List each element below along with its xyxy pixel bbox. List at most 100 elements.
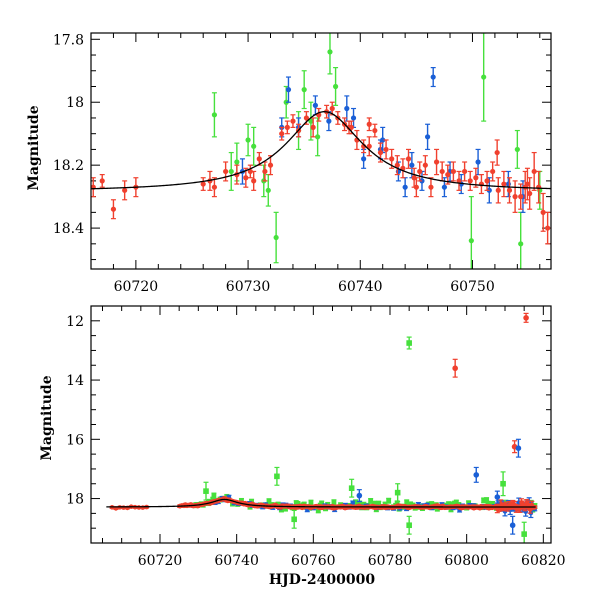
x-tick-label: 60720 bbox=[138, 553, 183, 569]
x-tick-label: 60730 bbox=[226, 279, 271, 295]
blue-point bbox=[285, 87, 292, 93]
red-point bbox=[484, 178, 490, 184]
x-tick-label: 60800 bbox=[444, 553, 489, 569]
green-point bbox=[518, 241, 524, 247]
blue-point bbox=[409, 162, 415, 168]
green-point bbox=[386, 498, 392, 504]
red-point bbox=[110, 206, 117, 212]
red-point bbox=[251, 178, 257, 184]
red-point bbox=[523, 315, 529, 321]
red-point bbox=[518, 194, 524, 200]
x-tick-label: 60760 bbox=[291, 553, 336, 569]
green-point bbox=[234, 159, 240, 165]
red-point bbox=[428, 184, 434, 190]
green-point bbox=[485, 501, 491, 507]
blue-point bbox=[344, 105, 350, 112]
blue-point bbox=[509, 522, 516, 529]
red-point bbox=[329, 105, 335, 112]
red-point bbox=[501, 181, 507, 187]
y-tick-label: 18 bbox=[66, 492, 84, 508]
y-tick-label: 14 bbox=[66, 373, 84, 389]
red-point bbox=[284, 124, 290, 130]
red-point bbox=[450, 168, 456, 175]
y-tick-label: 18.4 bbox=[53, 221, 84, 237]
green-point bbox=[228, 168, 234, 175]
green-point bbox=[490, 501, 495, 507]
green-point bbox=[266, 498, 272, 504]
red-point bbox=[372, 127, 378, 134]
green-point bbox=[245, 137, 251, 143]
blue-point bbox=[475, 159, 481, 165]
axes-frame bbox=[90, 305, 552, 544]
red-point bbox=[417, 168, 423, 175]
red-point bbox=[383, 146, 389, 153]
red-point bbox=[490, 168, 496, 175]
plot-area bbox=[106, 312, 538, 543]
green-point bbox=[408, 501, 413, 507]
green-point bbox=[500, 480, 506, 487]
green-point bbox=[376, 501, 382, 507]
green-point bbox=[357, 501, 363, 506]
red-point bbox=[389, 156, 395, 162]
green-point bbox=[521, 531, 527, 537]
red-point bbox=[422, 162, 428, 168]
ylabel-bottom: Magnitude bbox=[39, 375, 55, 460]
blue-point bbox=[523, 509, 528, 514]
red-point bbox=[495, 187, 501, 193]
red-point bbox=[303, 115, 310, 121]
red-point bbox=[267, 162, 274, 168]
red-point bbox=[452, 365, 458, 372]
x-tick-label: 60780 bbox=[368, 553, 413, 569]
x-tick-label: 60740 bbox=[338, 279, 383, 295]
green-point bbox=[291, 516, 297, 523]
red-point bbox=[256, 156, 262, 162]
green-point bbox=[368, 498, 374, 504]
green-point bbox=[481, 497, 487, 503]
red-point bbox=[462, 168, 468, 175]
blue-point bbox=[494, 494, 501, 500]
green-series bbox=[211, 33, 543, 269]
x-tick-label: 60750 bbox=[450, 279, 495, 295]
x-tick-label: 60740 bbox=[214, 553, 259, 569]
red-point bbox=[366, 121, 372, 127]
model-curve bbox=[91, 111, 551, 190]
green-point bbox=[353, 499, 358, 505]
blue-point bbox=[441, 184, 448, 190]
plot-area bbox=[91, 33, 551, 269]
green-point bbox=[481, 74, 487, 80]
green-point bbox=[274, 473, 280, 480]
red-point bbox=[456, 178, 462, 184]
red-point bbox=[200, 181, 206, 187]
red-point bbox=[122, 187, 128, 193]
green-point bbox=[308, 500, 314, 506]
red-point bbox=[529, 502, 535, 508]
x-tick-label: 60720 bbox=[114, 279, 159, 295]
green-point bbox=[331, 499, 337, 505]
blue-point bbox=[515, 445, 522, 452]
red-point bbox=[405, 156, 412, 162]
bottom-panel: 60720 60740 60760 60780 60800 60820 12 14 16 18 bbox=[66, 305, 566, 569]
red-point bbox=[279, 131, 285, 137]
y-tick-label: 18.2 bbox=[53, 158, 84, 174]
green-point bbox=[371, 501, 377, 507]
red-point bbox=[243, 175, 249, 181]
green-point bbox=[273, 234, 279, 241]
model-curve bbox=[106, 498, 536, 508]
red-point bbox=[99, 178, 105, 184]
green-point bbox=[211, 493, 217, 498]
red-point bbox=[394, 162, 400, 168]
green-point bbox=[211, 112, 218, 118]
red-point bbox=[290, 118, 296, 124]
x-tick-label: 60820 bbox=[521, 553, 566, 569]
green-point bbox=[203, 488, 209, 494]
red-point bbox=[506, 187, 513, 193]
red-point bbox=[512, 194, 518, 200]
green-point bbox=[295, 501, 301, 507]
green-point bbox=[308, 118, 314, 124]
blue-point bbox=[361, 156, 367, 162]
green-point bbox=[406, 340, 412, 346]
axes-frame bbox=[90, 32, 552, 270]
green-point bbox=[348, 485, 355, 491]
green-point bbox=[394, 500, 400, 506]
